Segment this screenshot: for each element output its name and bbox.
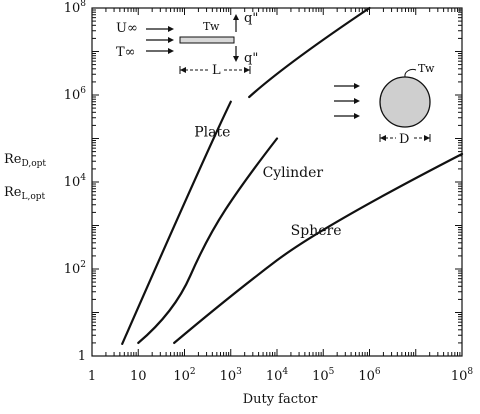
x-axis-title: Duty factor <box>243 392 318 407</box>
plate-heat-flux-bottom: q" <box>244 51 258 66</box>
plate-freestream-velocity: U∞ <box>116 21 138 36</box>
flow-arrow-icon <box>146 48 174 54</box>
sphere-diameter-label: D <box>399 132 409 147</box>
x-tick-label: 103 <box>220 367 243 384</box>
series-line-cylinder <box>137 137 279 344</box>
y-tick-label: 104 <box>64 173 87 190</box>
series-line-sphere <box>173 152 464 344</box>
x-tick-labels: 1 10 102 103 104 105 106 108 <box>88 367 474 384</box>
flow-arrow-icon <box>334 98 360 104</box>
x-tick-label: 106 <box>358 367 381 384</box>
x-tick-label: 102 <box>173 367 195 384</box>
x-tick-label: 104 <box>266 367 289 384</box>
plate-freestream-temperature: T∞ <box>116 45 136 60</box>
plate-heat-flux-top: q" <box>244 11 258 26</box>
series-line-plate <box>248 6 371 99</box>
x-tick-label: 105 <box>312 367 335 384</box>
heat-flux-up-arrow-icon <box>233 14 239 32</box>
series-label-sphere: Sphere <box>291 223 342 239</box>
series-label-cylinder: Cylinder <box>263 165 324 181</box>
flow-arrow-icon <box>334 83 360 89</box>
y-axis-title-1: ReD,opt <box>4 152 46 169</box>
sphere-inset: Tw D <box>334 62 435 147</box>
series-labels: Plate Cylinder Sphere <box>194 125 341 239</box>
flow-arrow-icon <box>334 113 360 119</box>
series-line-plate <box>121 100 232 345</box>
plate-length-dimension <box>179 66 251 74</box>
axis-ticks <box>91 8 462 357</box>
x-tick-label: 10 <box>130 369 147 384</box>
y-tick-label: 108 <box>64 0 87 16</box>
y-tick-labels: 1 102 104 106 108 <box>64 0 87 364</box>
series-lines <box>121 6 464 345</box>
plate-length-label: L <box>212 63 221 78</box>
flow-arrow-icon <box>146 37 174 43</box>
sphere-diameter-dimension <box>379 134 431 142</box>
sphere-wall-temperature: Tw <box>418 62 435 75</box>
series-label-plate: Plate <box>194 125 230 141</box>
sphere-shape <box>379 76 431 128</box>
flat-plate-shape <box>179 36 235 44</box>
heat-flux-down-arrow-icon <box>233 46 239 62</box>
y-tick-label: 106 <box>64 86 87 103</box>
y-tick-label: 102 <box>64 260 86 277</box>
y-tick-label: 1 <box>78 349 86 364</box>
plate-inset: U∞ T∞ Tw q" q" <box>116 11 258 78</box>
plate-wall-temperature: Tw <box>203 20 220 33</box>
x-tick-label: 1 <box>88 369 96 384</box>
flow-arrow-icon <box>146 26 174 32</box>
sphere-leader-line <box>404 69 417 78</box>
x-tick-label: 108 <box>451 367 474 384</box>
y-axis-title-2: ReL,opt <box>4 185 46 202</box>
